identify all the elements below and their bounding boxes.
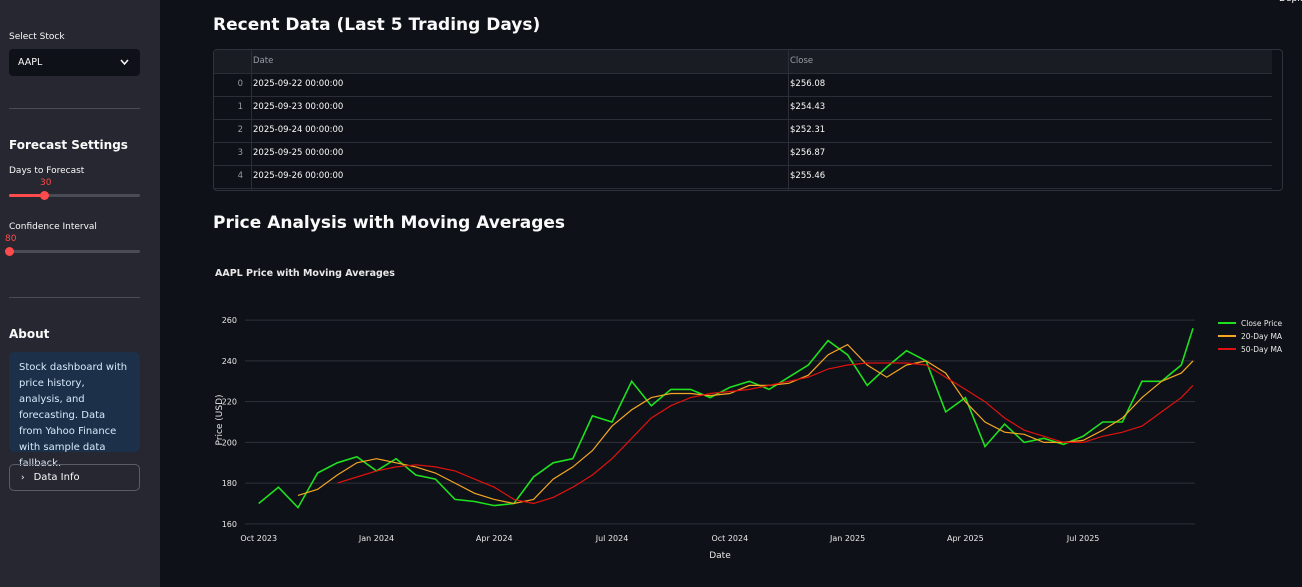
about-box: Stock dashboard with price history, anal… bbox=[9, 352, 140, 469]
y-axis-title: Price (USD) bbox=[215, 394, 225, 445]
column-divider bbox=[788, 50, 789, 190]
series-line bbox=[258, 328, 1194, 509]
series-line bbox=[297, 343, 1194, 505]
section-title: Price Analysis with Moving Averages bbox=[213, 213, 566, 233]
column-header: Close bbox=[790, 56, 814, 66]
series-line bbox=[337, 362, 1194, 505]
select-label: Select Stock bbox=[9, 32, 65, 42]
legend-label: 50-Day MA bbox=[1241, 345, 1283, 354]
column-header: Date bbox=[253, 56, 274, 66]
cell: 2025-09-24 00:00:00 bbox=[253, 125, 344, 135]
about-heading: About bbox=[9, 327, 50, 341]
x-tick-label: Apr 2024 bbox=[476, 534, 513, 543]
y-tick-label: 180 bbox=[222, 479, 237, 488]
table-row: 3 2025-09-25 00:00:00 $256.87 bbox=[214, 142, 1272, 166]
confidence-label: Confidence Interval bbox=[9, 222, 97, 232]
stock-select[interactable]: AAPL bbox=[9, 49, 140, 76]
expander-label: Data Info bbox=[33, 472, 80, 483]
forecast-heading: Forecast Settings bbox=[9, 138, 128, 152]
cell: $256.87 bbox=[790, 148, 826, 158]
x-tick-label: Jul 2024 bbox=[595, 534, 629, 543]
row-index: 0 bbox=[237, 79, 243, 89]
slider-fill bbox=[9, 194, 45, 197]
confidence-slider[interactable] bbox=[9, 250, 140, 253]
chart-title: AAPL Price with Moving Averages bbox=[215, 268, 395, 279]
x-tick-label: Apr 2025 bbox=[947, 534, 984, 543]
sidebar: Select Stock AAPL Forecast Settings Days… bbox=[0, 0, 160, 587]
row-index: 3 bbox=[237, 148, 243, 158]
days-slider[interactable] bbox=[9, 194, 140, 197]
cell: $254.43 bbox=[790, 102, 826, 112]
days-value: 30 bbox=[40, 178, 52, 188]
table-row: 2 2025-09-24 00:00:00 $252.31 bbox=[214, 119, 1272, 143]
row-index: 4 bbox=[237, 171, 243, 181]
slider-thumb[interactable] bbox=[40, 191, 49, 200]
select-value: AAPL bbox=[18, 57, 43, 68]
table-row: 0 2025-09-22 00:00:00 $256.08 bbox=[214, 73, 1272, 97]
cell: $252.31 bbox=[790, 125, 826, 135]
x-tick-label: Jul 2025 bbox=[1066, 534, 1100, 543]
divider bbox=[9, 108, 140, 109]
table-row: 4 2025-09-26 00:00:00 $255.46 bbox=[214, 165, 1272, 189]
deploy-button[interactable]: Deploy bbox=[1279, 0, 1302, 4]
confidence-value: 80 bbox=[5, 234, 17, 244]
row-index: 1 bbox=[237, 102, 243, 112]
y-tick-label: 160 bbox=[222, 520, 237, 529]
legend-label: Close Price bbox=[1241, 319, 1282, 328]
x-tick-label: Oct 2024 bbox=[711, 534, 748, 543]
header-row: Date Close bbox=[214, 50, 1272, 74]
data-table: Date Close 0 2025-09-22 00:00:00 $256.08 1 202… bbox=[213, 49, 1283, 191]
x-tick-label: Jan 2024 bbox=[358, 534, 394, 543]
cell: $256.08 bbox=[790, 79, 826, 89]
x-axis-title: Date bbox=[709, 551, 731, 561]
cell: 2025-09-23 00:00:00 bbox=[253, 102, 344, 112]
table-title: Recent Data (Last 5 Trading Days) bbox=[213, 15, 541, 35]
chevron bbox=[120, 59, 129, 66]
x-tick-label: Oct 2023 bbox=[240, 534, 277, 543]
y-tick-label: 260 bbox=[222, 316, 237, 325]
legend-label: 20-Day MA bbox=[1241, 332, 1283, 341]
y-tick-label: 200 bbox=[222, 438, 237, 447]
cell: 2025-09-22 00:00:00 bbox=[253, 79, 344, 89]
cell: 2025-09-26 00:00:00 bbox=[253, 171, 344, 181]
row-index: 2 bbox=[237, 125, 243, 135]
divider bbox=[9, 297, 140, 298]
x-tick-label: Jan 2025 bbox=[829, 534, 865, 543]
days-label: Days to Forecast bbox=[9, 166, 85, 176]
y-tick-label: 220 bbox=[222, 398, 237, 407]
cell: $255.46 bbox=[790, 171, 826, 181]
chart: AAPL Price with Moving Averages 160 180 200… bbox=[215, 268, 1283, 561]
y-tick-label: 240 bbox=[222, 357, 237, 366]
data-info-expander[interactable]: › Data Info bbox=[9, 464, 140, 491]
column-divider bbox=[251, 50, 252, 190]
slider-thumb[interactable] bbox=[5, 247, 14, 256]
cell: 2025-09-25 00:00:00 bbox=[253, 148, 344, 158]
table-row: 1 2025-09-23 00:00:00 $254.43 bbox=[214, 96, 1272, 120]
